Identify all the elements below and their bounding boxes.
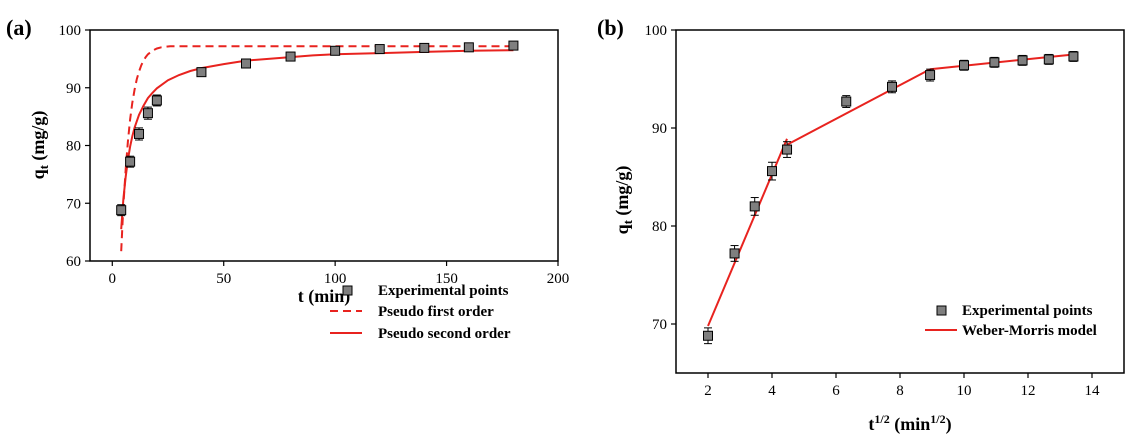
data-point [959,60,969,71]
data-point [767,166,777,177]
y-tick-label-a: 60 [66,254,81,270]
data-point [125,156,136,167]
x-tick-label-b: 6 [832,383,840,399]
x-tick-label-a: 150 [435,271,458,287]
panel-b: (b) 2 4 6 8 10 12 14 70 80 90 100 t1/2 (min1/2) qt… [597,15,1125,435]
data-point [989,57,1000,68]
data-point [1017,55,1028,66]
legend-label-second-order-a: Pseudo second order [378,326,511,342]
plot-frame-a [89,29,559,262]
data-point [374,44,385,55]
data-point [151,95,162,106]
axis-ticks-b: 2 4 6 8 10 12 14 70 80 90 100 [645,23,1101,399]
panel-a: (a) 0 50 100 150 200 60 70 80 90 100 t (min) qt (… [6,15,569,342]
axis-ticks-a: 0 50 100 150 200 60 70 80 90 100 [59,23,570,287]
data-point [134,128,145,139]
data-point [419,42,430,53]
x-axis-title-a: t (min) [298,286,351,307]
data-point [241,58,251,69]
y-tick-label-b: 90 [652,121,667,137]
y-tick-label-a: 80 [66,139,81,155]
y-axis-title-b: qt (mg/g) [612,166,635,235]
data-point [749,201,760,212]
data-point [1068,51,1079,62]
data-point [703,330,713,341]
x-tick-label-b: 8 [896,383,904,399]
x-tick-label-b: 4 [768,383,776,399]
legend-label-experimental-b: Experimental points [962,303,1093,319]
x-tick-label-b: 10 [957,383,972,399]
legend-a: Experimental points Pseudo first order P… [330,283,511,342]
data-point [508,40,519,51]
y-tick-label-b: 100 [645,23,668,39]
fit-line-pseudo-first-order [120,45,514,252]
data-point [1043,54,1054,65]
experimental-points-b [703,51,1079,345]
legend-label-weber-morris-b: Weber-Morris model [962,323,1097,339]
y-tick-label-a: 100 [59,23,82,39]
panel-label-b: (b) [597,15,624,40]
data-point [196,67,207,78]
legend-b: Experimental points Weber-Morris model [925,303,1097,339]
x-tick-label-a: 0 [109,271,117,287]
y-axis-title-a: qt (mg/g) [28,111,51,180]
data-point [841,96,852,107]
fit-line-pseudo-second-order [120,49,514,230]
data-point [330,45,341,56]
x-tick-label-a: 200 [547,271,570,287]
fit-line-weber-morris-model [786,68,931,146]
data-point [285,51,296,62]
data-point [887,81,897,92]
fit-lines-a [120,45,514,252]
x-tick-label-b: 14 [1085,383,1101,399]
data-point [142,108,153,119]
legend-marker-experimental-a [342,285,353,296]
plot-frame-b [675,29,1125,374]
fit-lines-b [707,53,1074,327]
x-tick-label-b: 12 [1021,383,1036,399]
experimental-points-a [116,40,519,217]
x-tick-label-a: 100 [324,271,347,287]
x-axis-title-b: t1/2 (min1/2) [868,412,951,435]
y-tick-label-b: 70 [652,317,667,333]
data-point [729,248,740,259]
x-tick-label-b: 2 [704,383,712,399]
legend-marker-experimental-b [936,305,947,316]
x-tick-label-a: 50 [216,271,231,287]
data-point [463,42,474,53]
legend-label-experimental-a: Experimental points [378,283,509,299]
legend-label-first-order-a: Pseudo first order [378,304,494,320]
y-tick-label-a: 70 [66,196,81,212]
y-tick-label-a: 90 [66,81,81,97]
y-tick-label-b: 80 [652,219,667,235]
data-point [925,70,936,81]
data-point [782,144,793,155]
panel-label-a: (a) [6,15,32,40]
data-point [116,205,127,216]
